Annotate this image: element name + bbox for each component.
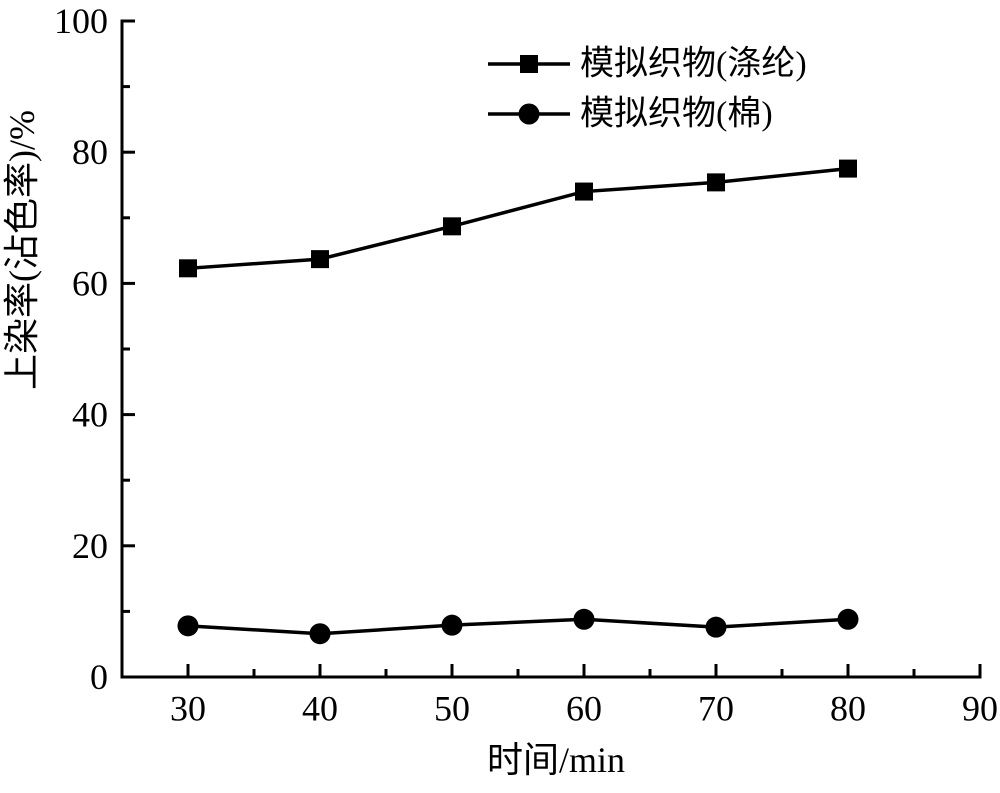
x-tick-label: 40 [302, 689, 338, 729]
legend-square-marker [520, 55, 538, 73]
data-series [177, 159, 859, 645]
y-tick-label: 20 [72, 526, 108, 566]
y-axis-ticks: 0 20 40 60 80 100 [54, 1, 135, 697]
y-tick-label: 0 [90, 657, 108, 697]
circle-marker [705, 616, 727, 638]
square-marker [311, 250, 329, 269]
y-tick-label: 40 [72, 395, 108, 435]
circle-marker [309, 623, 331, 645]
circle-marker [573, 608, 595, 630]
x-tick-label: 70 [698, 689, 734, 729]
y-tick-label: 100 [54, 1, 108, 41]
square-marker [839, 159, 857, 178]
series-line-circle [187, 617, 849, 636]
square-marker [179, 259, 197, 278]
legend-item: 模拟织物(棉) [488, 95, 773, 133]
legend-circle-marker [518, 103, 540, 125]
y-tick-label: 80 [72, 132, 108, 172]
legend-label: 模拟织物(涤纶) [580, 45, 807, 83]
circle-marker [177, 615, 199, 637]
square-marker [443, 217, 461, 236]
axes [120, 19, 982, 679]
x-tick-label: 60 [566, 689, 602, 729]
x-axis-label: 时间/min [487, 740, 625, 780]
x-tick-label: 90 [962, 689, 998, 729]
legend: 模拟织物(涤纶) 模拟织物(棉) [488, 45, 807, 133]
x-tick-label: 50 [434, 689, 470, 729]
axis-lines [120, 19, 982, 679]
x-tick-label: 30 [170, 689, 206, 729]
circle-marker [441, 614, 463, 636]
y-tick-label: 60 [72, 263, 108, 303]
circle-marker [837, 608, 859, 630]
square-marker [707, 173, 725, 192]
x-axis-ticks: 30 40 50 60 70 80 90 [170, 664, 998, 729]
x-tick-label: 80 [830, 689, 866, 729]
legend-item: 模拟织物(涤纶) [488, 45, 807, 83]
series-line-square [187, 166, 849, 271]
square-marker [575, 182, 593, 201]
y-axis-label: 上染率(沾色率)/% [2, 110, 42, 390]
legend-label: 模拟织物(棉) [580, 95, 773, 133]
